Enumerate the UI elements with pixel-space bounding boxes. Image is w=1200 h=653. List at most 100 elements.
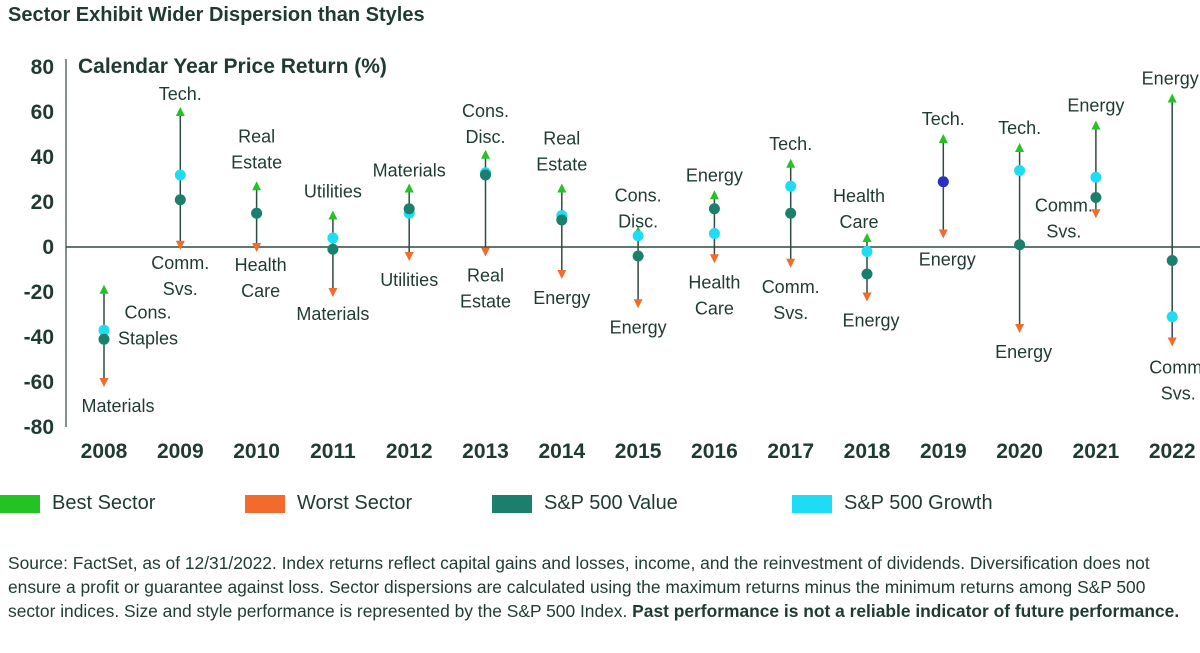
worst-sector-label: Energy (842, 311, 899, 331)
best-sector-marker (328, 210, 338, 220)
best-sector-label: Estate (536, 155, 587, 175)
best-sector-label: Cons. (462, 101, 509, 121)
worst-sector-label: Energy (919, 250, 976, 270)
best-sector-marker (175, 107, 185, 116)
y-tick-label: 20 (31, 191, 54, 214)
x-tick-label: 2013 (462, 440, 509, 463)
best-sector-marker (938, 134, 948, 143)
worst-sector-swatch (245, 494, 285, 513)
worst-sector-marker (481, 247, 490, 257)
value-point (556, 214, 568, 226)
worst-sector-marker (862, 292, 872, 302)
best-sector-label: Real (238, 126, 275, 146)
growth-point (1090, 171, 1102, 183)
worst-sector-label: Real (467, 266, 504, 286)
y-tick-label: -20 (24, 281, 54, 304)
best-sector-marker (709, 190, 719, 200)
worst-sector-marker (1091, 209, 1101, 219)
worst-sector-marker (709, 254, 719, 264)
value-point (785, 207, 797, 219)
best-sector-label: Energy (1142, 69, 1199, 89)
legend-item-worst-sector: Worst Sector (245, 492, 412, 515)
growth-point (861, 246, 873, 257)
worst-sector-label: Comm. (151, 253, 209, 273)
best-sector-label: Disc. (466, 127, 506, 147)
disclaimer-text: Past performance is not a reliable indic… (632, 601, 1180, 621)
growth-point (1014, 165, 1026, 176)
y-tick-label: 80 (31, 56, 54, 79)
x-tick-label: 2020 (996, 440, 1043, 463)
worst-sector-label: Comm. (1149, 358, 1200, 378)
legend-item-value: S&P 500 Value (492, 492, 678, 515)
value-point (327, 243, 339, 255)
x-tick-label: 2022 (1149, 440, 1196, 463)
worst-sector-label: Materials (296, 304, 369, 324)
x-tick-label: 2018 (844, 440, 891, 463)
worst-sector-label: Comm. (762, 277, 820, 297)
worst-sector-marker (633, 299, 643, 309)
value-point (251, 207, 263, 219)
worst-sector-label: Estate (460, 292, 511, 312)
page-title: Sector Exhibit Wider Dispersion than Sty… (8, 4, 425, 26)
best-sector-marker (862, 233, 872, 242)
best-sector-label: Tech. (159, 84, 202, 104)
value-point (480, 169, 491, 181)
best-sector-marker (99, 284, 109, 294)
best-sector-label: Cons. (124, 302, 171, 322)
value-swatch (492, 494, 532, 513)
best-sector-marker (1091, 120, 1101, 130)
best-sector-label: Materials (373, 161, 446, 181)
growth-point (785, 180, 797, 192)
source-text: Source: FactSet, as of 12/31/2022. Index… (8, 553, 1150, 621)
worst-sector-label: Comm. (1035, 195, 1093, 215)
best-sector-label: Estate (231, 152, 282, 172)
legend-label: Worst Sector (297, 492, 413, 514)
chart-title: Calendar Year Price Return (%) (78, 55, 387, 78)
legend-label: S&P 500 Value (544, 492, 678, 514)
plot-area: Cons. Staples Materials Tech. Comm. Svs. Real E… (81, 69, 1200, 417)
legend-label: Best Sector (52, 492, 156, 514)
value-point (1090, 192, 1102, 203)
x-tick-label: 2016 (691, 440, 738, 463)
x-tick-label: 2017 (767, 440, 814, 463)
worst-sector-marker (1015, 324, 1025, 333)
worst-sector-marker (99, 378, 109, 387)
value-point (403, 203, 415, 215)
best-sector-label: Disc. (618, 211, 658, 231)
worst-sector-label: Svs. (163, 279, 198, 299)
x-tick-label: 2012 (386, 440, 433, 463)
x-tick-label: 2014 (538, 440, 585, 463)
growth-swatch (792, 494, 832, 513)
legend-label: S&P 500 Growth (844, 492, 993, 514)
best-sector-label: Staples (118, 328, 178, 348)
growth-point (1166, 311, 1178, 323)
best-sector-label: Health (833, 186, 885, 206)
value-point (174, 194, 186, 206)
worst-sector-label: Svs. (1161, 384, 1196, 404)
worst-sector-label: Svs. (773, 303, 808, 323)
y-tick-label: -40 (24, 326, 54, 349)
x-tick-label: 2010 (233, 440, 280, 463)
legend: Best Sector Worst Sector S&P 500 Value S… (0, 492, 1200, 526)
best-sector-label: Energy (1067, 96, 1124, 116)
worst-sector-label: Utilities (380, 270, 438, 290)
best-sector-label: Tech. (769, 134, 812, 154)
price-return-chart: Calendar Year Price Return (%) 806040200… (24, 55, 1200, 463)
worst-sector-label: Energy (533, 288, 590, 308)
x-tick-label: 2008 (81, 440, 128, 463)
worst-sector-marker (557, 270, 567, 279)
worst-sector-marker (175, 240, 185, 250)
legend-item-growth: S&P 500 Growth (792, 492, 993, 515)
worst-sector-marker (1167, 337, 1177, 347)
value-point (708, 203, 720, 215)
growth-point (327, 232, 339, 244)
best-sector-marker (404, 183, 414, 193)
x-tick-label: 2019 (920, 440, 967, 463)
worst-sector-label: Care (241, 281, 280, 301)
source-note: Source: FactSet, as of 12/31/2022. Index… (8, 551, 1188, 623)
best-sector-label: Tech. (922, 109, 965, 129)
worst-sector-label: Energy (610, 317, 667, 337)
worst-sector-marker (786, 258, 796, 268)
value-point (98, 333, 110, 345)
best-sector-marker (786, 158, 796, 168)
